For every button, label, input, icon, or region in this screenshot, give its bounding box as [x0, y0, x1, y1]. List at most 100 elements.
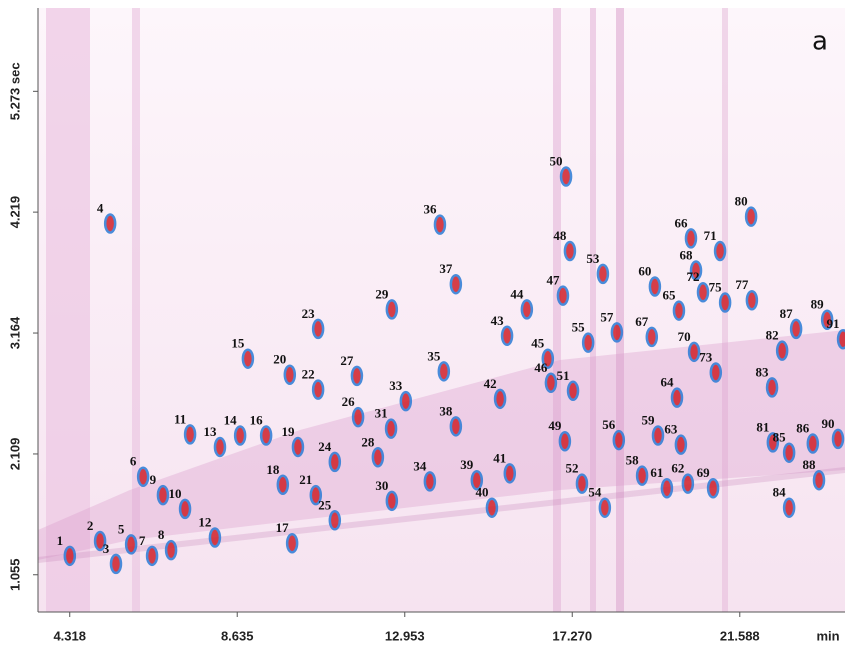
peak — [384, 418, 398, 439]
x-tick-label: 8.635 — [221, 628, 254, 643]
peak — [689, 260, 703, 281]
peak — [328, 451, 342, 473]
peak — [660, 477, 674, 499]
peak-label: 54 — [588, 485, 602, 500]
peak-label: 61 — [650, 465, 663, 480]
peak-label: 23 — [302, 306, 316, 321]
y-tick-label: 2.109 — [7, 438, 22, 471]
peak — [213, 436, 227, 458]
peak-label: 80 — [735, 194, 748, 209]
streak — [132, 8, 140, 612]
peak — [674, 434, 688, 455]
y-tick-label: 4.219 — [7, 196, 22, 229]
peak-label: 57 — [600, 309, 614, 324]
peak — [233, 425, 247, 446]
peak-label: 19 — [281, 424, 295, 439]
peak — [765, 377, 779, 398]
peak-label: 73 — [699, 349, 713, 364]
peak-label: 60 — [638, 263, 651, 278]
streak — [553, 8, 561, 612]
peak-label: 88 — [803, 457, 817, 472]
peak — [558, 430, 572, 452]
peak-label: 15 — [231, 336, 245, 351]
peak — [645, 326, 659, 348]
peak — [103, 213, 117, 234]
peak — [687, 341, 701, 363]
peak — [744, 206, 758, 227]
peak — [208, 527, 222, 548]
peak — [556, 285, 570, 306]
x-tick-label: 4.318 — [53, 628, 86, 643]
peak — [351, 406, 365, 428]
peak-label: 56 — [602, 417, 616, 432]
peak-label: 81 — [756, 419, 769, 434]
peak — [309, 484, 323, 506]
peak-label: 55 — [572, 320, 586, 335]
peak-label: 85 — [773, 430, 787, 445]
peak — [820, 309, 834, 330]
peak-label: 5 — [118, 521, 125, 536]
peak-label: 11 — [174, 411, 186, 426]
y-tick-label: 1.055 — [7, 558, 22, 591]
peak — [812, 469, 826, 491]
peak-label: 31 — [375, 406, 388, 421]
peak-label: 86 — [796, 421, 810, 436]
peak-label: 82 — [766, 328, 779, 343]
peak-label: 8 — [158, 527, 165, 542]
peak-label: 16 — [250, 412, 264, 427]
peak — [775, 340, 789, 361]
peak-label: 4 — [97, 200, 104, 215]
peak — [575, 473, 589, 494]
peak — [136, 466, 150, 488]
peak-label: 71 — [704, 228, 717, 243]
peak-label: 47 — [546, 273, 560, 288]
peak — [423, 471, 437, 492]
peak — [782, 442, 796, 463]
peak-label: 26 — [342, 394, 356, 409]
peak-label: 53 — [586, 251, 600, 266]
peak — [449, 416, 463, 437]
peak-label: 27 — [340, 353, 354, 368]
peak-label: 34 — [413, 458, 427, 473]
peak-label: 63 — [664, 422, 678, 437]
peak-label: 75 — [709, 280, 723, 295]
peak-label: 70 — [678, 329, 691, 344]
peak — [291, 436, 305, 458]
peak — [745, 290, 759, 311]
peak-label: 64 — [661, 375, 675, 390]
peak — [449, 273, 463, 295]
peak — [563, 240, 577, 262]
peak — [371, 447, 385, 468]
peak-label: 14 — [224, 412, 238, 427]
peak-label: 20 — [273, 352, 286, 367]
peak-label: 25 — [318, 497, 332, 512]
x-tick-label: 12.953 — [385, 628, 425, 643]
peak — [696, 281, 710, 303]
peak — [541, 348, 555, 369]
peak — [610, 322, 624, 343]
peak-label: 7 — [139, 533, 146, 548]
peak — [124, 534, 138, 555]
peak — [806, 433, 820, 454]
panel-label: a — [812, 27, 828, 57]
peak — [385, 299, 399, 320]
peak-label: 59 — [641, 412, 655, 427]
peak — [93, 530, 107, 552]
y-tick-label: 5.273 sec — [7, 62, 22, 120]
peak-label: 77 — [735, 277, 749, 292]
peak — [836, 328, 845, 350]
peak — [485, 497, 499, 518]
solvent-streak — [46, 8, 90, 612]
peak-label: 62 — [671, 461, 684, 476]
peak — [283, 364, 297, 386]
peak-label: 51 — [557, 368, 570, 383]
peak-label: 17 — [276, 520, 290, 535]
peak — [681, 473, 695, 494]
peak — [648, 276, 662, 297]
peak-label: 18 — [266, 462, 280, 477]
peak — [276, 474, 290, 496]
peak-label: 44 — [510, 286, 524, 301]
peak-label: 36 — [423, 202, 437, 217]
y-tick-label: 3.164 — [7, 316, 22, 349]
peak-label: 68 — [680, 247, 694, 262]
